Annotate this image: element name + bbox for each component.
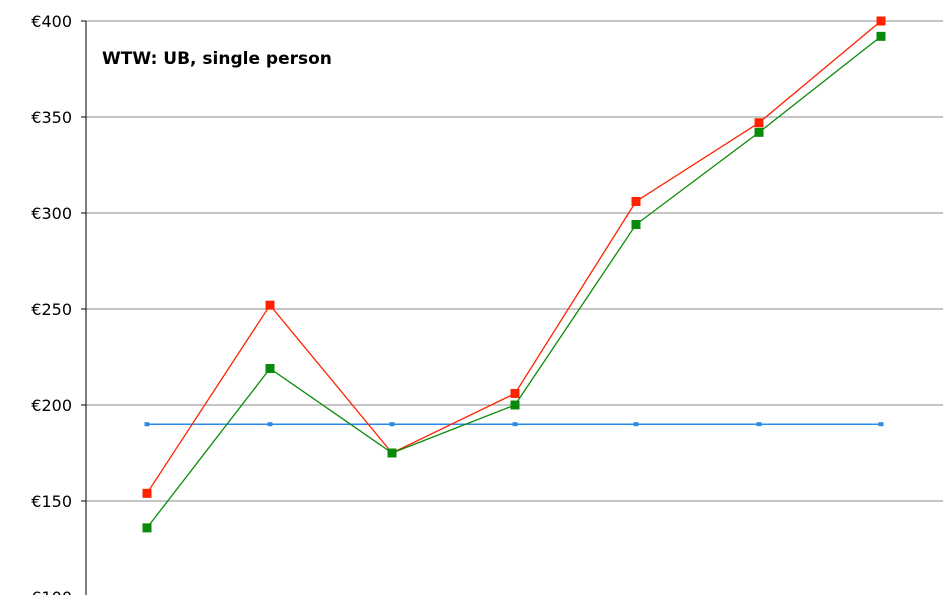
data-point-marker: [142, 523, 152, 533]
y-tick-label: €350: [31, 108, 72, 127]
data-point-marker: [876, 31, 886, 41]
data-point-marker: [142, 488, 152, 498]
data-point-marker: [754, 127, 764, 137]
series-line: [146, 35, 882, 529]
data-point-marker: [631, 220, 641, 230]
chart-title: WTW: UB, single person: [102, 49, 332, 69]
data-point-marker: [387, 448, 397, 458]
data-point-marker: [389, 422, 395, 427]
data-point-marker: [633, 422, 639, 427]
data-point-marker: [265, 364, 275, 374]
gridlines: [86, 20, 943, 502]
y-tick-label: €400: [31, 12, 72, 31]
data-point-marker: [510, 400, 520, 410]
y-tick-label: €150: [31, 492, 72, 511]
y-tick-label: €200: [31, 396, 72, 415]
data-point-marker: [510, 388, 520, 398]
y-tick-label: €250: [31, 300, 72, 319]
y-tick-label: €100: [31, 588, 72, 595]
data-point-marker: [876, 16, 886, 26]
data-point-marker: [512, 422, 518, 427]
y-axis-tick-labels: €100 €150 €200 €250 €300 €350 €400: [31, 12, 86, 595]
data-point-marker: [878, 422, 884, 427]
data-point-marker: [267, 422, 273, 427]
data-point-marker: [265, 300, 275, 310]
data-point-marker: [754, 118, 764, 128]
series-layer: [142, 16, 886, 533]
y-tick-label: €300: [31, 204, 72, 223]
data-point-marker: [631, 196, 641, 206]
data-point-marker: [144, 422, 150, 427]
data-point-marker: [756, 422, 762, 427]
